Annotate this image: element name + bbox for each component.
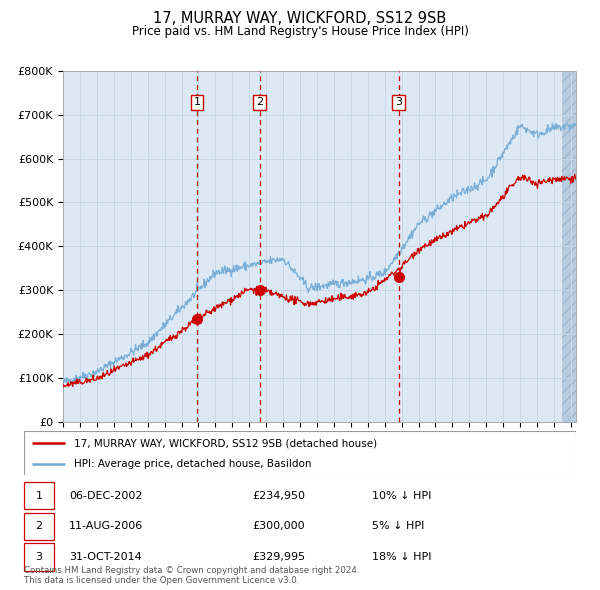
Bar <box>562 71 584 422</box>
Text: 10% ↓ HPI: 10% ↓ HPI <box>372 491 431 500</box>
Text: 06-DEC-2002: 06-DEC-2002 <box>69 491 143 500</box>
Text: 31-OCT-2014: 31-OCT-2014 <box>69 552 142 562</box>
Text: 1: 1 <box>35 491 43 500</box>
Text: £234,950: £234,950 <box>252 491 305 500</box>
Text: 18% ↓ HPI: 18% ↓ HPI <box>372 552 431 562</box>
Text: 2: 2 <box>256 97 263 107</box>
Text: 3: 3 <box>395 97 402 107</box>
Text: HPI: Average price, detached house, Basildon: HPI: Average price, detached house, Basi… <box>74 459 311 469</box>
Text: Price paid vs. HM Land Registry's House Price Index (HPI): Price paid vs. HM Land Registry's House … <box>131 25 469 38</box>
Text: 17, MURRAY WAY, WICKFORD, SS12 9SB: 17, MURRAY WAY, WICKFORD, SS12 9SB <box>154 11 446 25</box>
Text: 17, MURRAY WAY, WICKFORD, SS12 9SB (detached house): 17, MURRAY WAY, WICKFORD, SS12 9SB (deta… <box>74 438 377 448</box>
Text: 5% ↓ HPI: 5% ↓ HPI <box>372 522 424 531</box>
Text: £300,000: £300,000 <box>252 522 305 531</box>
Text: £329,995: £329,995 <box>252 552 305 562</box>
Text: 3: 3 <box>35 552 43 562</box>
Text: 11-AUG-2006: 11-AUG-2006 <box>69 522 143 531</box>
Text: Contains HM Land Registry data © Crown copyright and database right 2024.
This d: Contains HM Land Registry data © Crown c… <box>24 566 359 585</box>
Text: 2: 2 <box>35 522 43 531</box>
Text: 1: 1 <box>194 97 200 107</box>
